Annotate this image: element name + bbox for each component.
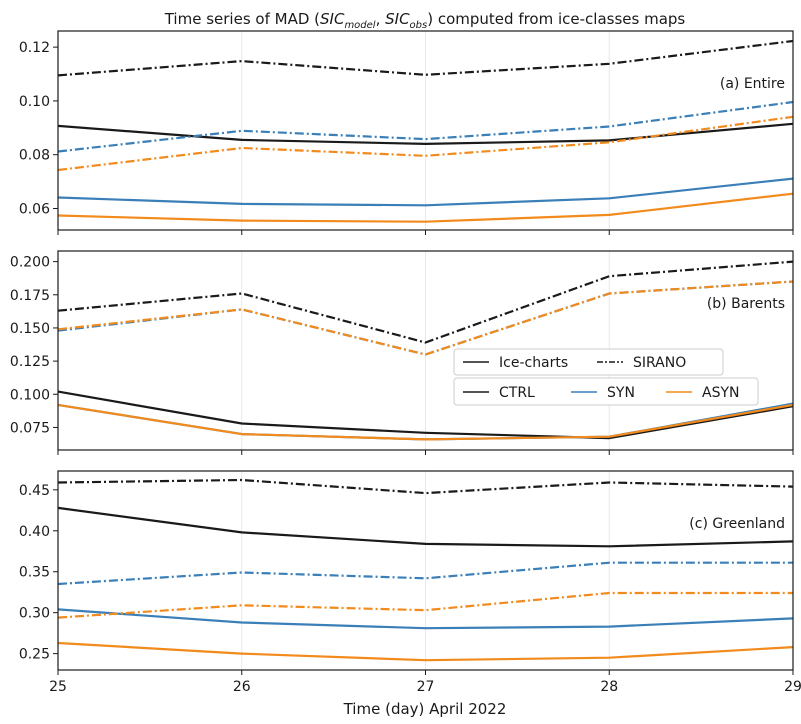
y-tick-label: 0.100 xyxy=(10,387,50,403)
series-line-sirano-asyn xyxy=(57,280,794,356)
y-tick-label: 0.200 xyxy=(10,255,50,271)
legend-label-ice-charts: Ice-charts xyxy=(499,355,568,371)
y-tick-label: 0.125 xyxy=(10,354,50,370)
series-line-ice-charts-asyn xyxy=(57,192,794,223)
y-tick-label: 0.06 xyxy=(19,201,50,217)
series-line-sirano-ctrl xyxy=(57,260,794,344)
y-tick-label: 0.25 xyxy=(19,647,50,663)
chart-title: Time series of MAD (SICmodel, SICobs) co… xyxy=(164,10,686,31)
title-prefix: Time series of MAD ( xyxy=(164,10,320,28)
title-var1: SIC xyxy=(320,10,345,28)
x-tick-label: 29 xyxy=(784,679,801,695)
panel-label: (b) Barents xyxy=(707,296,785,312)
panel-1: 0.06 0.08 0.10 0.12 (a) Entire xyxy=(19,30,794,235)
series-line-sirano-ctrl xyxy=(57,478,794,495)
title-sub1: model xyxy=(344,20,375,31)
legend-label-sirano: SIRANO xyxy=(633,355,686,371)
legend-label-asyn: ASYN xyxy=(702,385,740,401)
x-tick-label: 25 xyxy=(49,679,67,695)
series-line-ice-charts-syn xyxy=(57,177,794,207)
x-tick-label: 26 xyxy=(233,679,251,695)
legend-label-syn: SYN xyxy=(607,385,635,401)
series-line-ice-charts-ctrl xyxy=(57,390,794,440)
legend-style-box xyxy=(453,348,724,376)
legend-label-ctrl: CTRL xyxy=(499,385,535,401)
y-tick-label: 0.12 xyxy=(19,40,50,56)
x-tick-label: 27 xyxy=(417,679,435,695)
y-tick-label: 0.175 xyxy=(10,288,50,304)
legend: Ice-charts SIRANO CTRL SYN ASYN xyxy=(453,348,759,406)
y-tick-label: 0.150 xyxy=(10,321,50,337)
y-tick-label: 0.08 xyxy=(19,148,50,164)
series-line-sirano-syn xyxy=(57,561,793,586)
title-sub2: obs xyxy=(410,20,428,31)
title-suffix: ) computed from ice-classes maps xyxy=(427,10,685,28)
panels: 0.06 0.08 0.10 0.12 (a) Entire 0.075 0.100 0.12… xyxy=(10,30,801,695)
title-sep: , xyxy=(376,10,386,28)
y-tick-label: 0.45 xyxy=(19,483,50,499)
series-line-sirano-asyn xyxy=(57,115,794,172)
panel-label: (c) Greenland xyxy=(689,516,785,532)
series-line-ice-charts-syn xyxy=(57,608,794,630)
x-tick-label: 28 xyxy=(600,679,618,695)
panel-2: 0.075 0.100 0.125 0.150 0.175 0.200 (b) Barent… xyxy=(10,250,794,455)
y-tick-label: 0.075 xyxy=(10,420,50,436)
series-line-sirano-asyn xyxy=(57,591,793,619)
y-tick-label: 0.30 xyxy=(19,606,50,622)
series-line-ice-charts-ctrl xyxy=(57,506,794,548)
panel-label: (a) Entire xyxy=(720,76,785,92)
y-tick-label: 0.40 xyxy=(19,524,50,540)
series-line-ice-charts-asyn xyxy=(57,641,794,662)
title-var2: SIC xyxy=(385,10,410,28)
series-line-sirano-syn xyxy=(57,100,794,153)
x-axis-label: Time (day) April 2022 xyxy=(343,700,507,718)
series-line-ice-charts-asyn xyxy=(57,403,794,441)
panel-3: 0.25 0.30 0.35 0.40 0.45 25 26 27 28 29 (c) Greenl… xyxy=(19,470,801,695)
y-tick-label: 0.35 xyxy=(19,565,50,581)
series-line-sirano-ctrl xyxy=(57,39,794,77)
legend-color-box xyxy=(453,377,759,406)
y-tick-label: 0.10 xyxy=(19,94,50,110)
